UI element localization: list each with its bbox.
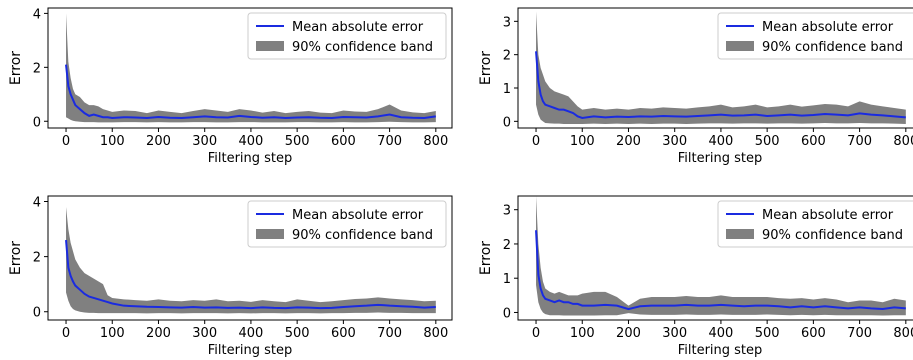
mean-line bbox=[535, 230, 906, 311]
x-tick-label: 300 bbox=[192, 326, 217, 341]
x-tick-label: 300 bbox=[662, 326, 687, 341]
legend-swatch bbox=[726, 229, 754, 239]
x-tick-label: 500 bbox=[755, 326, 780, 341]
x-tick-label: 700 bbox=[377, 134, 402, 149]
axes-frame bbox=[47, 7, 453, 129]
axes-frame bbox=[47, 195, 453, 321]
x-axis-label: Filtering step bbox=[678, 343, 763, 358]
x-tick-label: 800 bbox=[893, 134, 913, 149]
y-tick-label: 0 bbox=[33, 115, 41, 130]
x-tick-label: 400 bbox=[709, 326, 734, 341]
x-tick-label: 700 bbox=[377, 326, 402, 341]
mean-line bbox=[535, 51, 906, 120]
x-tick-label: 100 bbox=[100, 134, 125, 149]
x-tick-label: 600 bbox=[331, 326, 356, 341]
x-tick-label: 0 bbox=[62, 134, 70, 149]
x-tick-label: 500 bbox=[285, 326, 310, 341]
legend-label: 90% confidence band bbox=[292, 228, 433, 243]
y-tick-label: 2 bbox=[503, 49, 511, 64]
subplot: 0 100 200 300 400 500 600 700 800 0 2 4 Filtering st… bbox=[8, 7, 453, 166]
x-tick-label: 200 bbox=[616, 134, 641, 149]
y-axis-label: Error bbox=[8, 51, 24, 85]
y-tick-label: 0 bbox=[33, 306, 41, 321]
confidence-band bbox=[66, 13, 436, 123]
x-tick-label: 100 bbox=[570, 326, 595, 341]
legend-label: 90% confidence band bbox=[762, 228, 903, 243]
legend-box bbox=[717, 200, 913, 248]
x-tick-label: 500 bbox=[755, 134, 780, 149]
x-tick-label: 800 bbox=[893, 326, 913, 341]
legend-label: Mean absolute error bbox=[762, 20, 894, 35]
x-tick-label: 600 bbox=[801, 326, 826, 341]
x-tick-label: 300 bbox=[662, 134, 687, 149]
legend-swatch bbox=[256, 229, 284, 239]
axes-frame bbox=[517, 7, 913, 129]
x-axis-label: Filtering step bbox=[208, 343, 293, 358]
y-axis-label: Error bbox=[8, 241, 24, 275]
legend-box bbox=[717, 12, 913, 60]
x-tick-label: 200 bbox=[616, 326, 641, 341]
x-tick-label: 100 bbox=[570, 134, 595, 149]
legend-label: 90% confidence band bbox=[292, 40, 433, 55]
x-tick-label: 200 bbox=[146, 134, 171, 149]
legend-swatch bbox=[726, 41, 754, 51]
x-tick-label: 400 bbox=[709, 134, 734, 149]
plot-area bbox=[535, 196, 906, 316]
y-tick-label: 0 bbox=[503, 115, 511, 130]
y-tick-label: 2 bbox=[33, 251, 41, 266]
legend-label: Mean absolute error bbox=[762, 208, 894, 223]
x-tick-label: 0 bbox=[532, 326, 540, 341]
legend-box bbox=[247, 200, 447, 248]
x-tick-label: 300 bbox=[192, 134, 217, 149]
x-axis-label: Filtering step bbox=[208, 151, 293, 166]
y-tick-label: 2 bbox=[503, 238, 511, 253]
axes-frame bbox=[517, 195, 913, 321]
plot-area bbox=[65, 207, 436, 314]
legend-swatch bbox=[256, 41, 284, 51]
plot-area bbox=[535, 11, 906, 124]
subplot: 0 100 200 300 400 500 600 700 800 0 2 4 Filtering st… bbox=[8, 195, 453, 358]
legend-label: 90% confidence band bbox=[762, 40, 903, 55]
confidence-band bbox=[66, 207, 436, 314]
plot-area bbox=[65, 13, 436, 123]
x-tick-label: 200 bbox=[146, 326, 171, 341]
mean-line bbox=[65, 240, 436, 310]
y-axis-label: Error bbox=[478, 241, 494, 275]
x-tick-label: 800 bbox=[423, 326, 448, 341]
legend-box bbox=[247, 12, 447, 60]
x-tick-label: 0 bbox=[62, 326, 70, 341]
x-tick-label: 600 bbox=[801, 134, 826, 149]
y-tick-label: 3 bbox=[503, 204, 511, 219]
x-tick-label: 700 bbox=[847, 134, 872, 149]
x-tick-label: 500 bbox=[285, 134, 310, 149]
x-tick-label: 800 bbox=[423, 134, 448, 149]
x-tick-label: 700 bbox=[847, 326, 872, 341]
x-tick-label: 0 bbox=[532, 134, 540, 149]
legend-label: Mean absolute error bbox=[292, 20, 424, 35]
x-tick-label: 600 bbox=[331, 134, 356, 149]
legend-label: Mean absolute error bbox=[292, 208, 424, 223]
subplot: 0 100 200 300 400 500 600 700 800 0 1 2 3 Filtering s… bbox=[478, 195, 913, 358]
y-tick-label: 0 bbox=[503, 306, 511, 321]
y-tick-label: 1 bbox=[503, 272, 511, 287]
mean-line bbox=[65, 64, 436, 120]
x-tick-label: 400 bbox=[239, 326, 264, 341]
y-tick-label: 4 bbox=[33, 196, 41, 211]
y-axis-label: Error bbox=[478, 51, 494, 85]
y-tick-label: 1 bbox=[503, 82, 511, 97]
y-tick-label: 3 bbox=[503, 15, 511, 30]
x-axis-label: Filtering step bbox=[678, 151, 763, 166]
x-tick-label: 100 bbox=[100, 326, 125, 341]
y-tick-label: 2 bbox=[33, 61, 41, 76]
y-tick-label: 4 bbox=[33, 7, 41, 22]
x-tick-label: 400 bbox=[239, 134, 264, 149]
subplot: 0 100 200 300 400 500 600 700 800 0 1 2 3 Filtering s… bbox=[478, 7, 913, 166]
